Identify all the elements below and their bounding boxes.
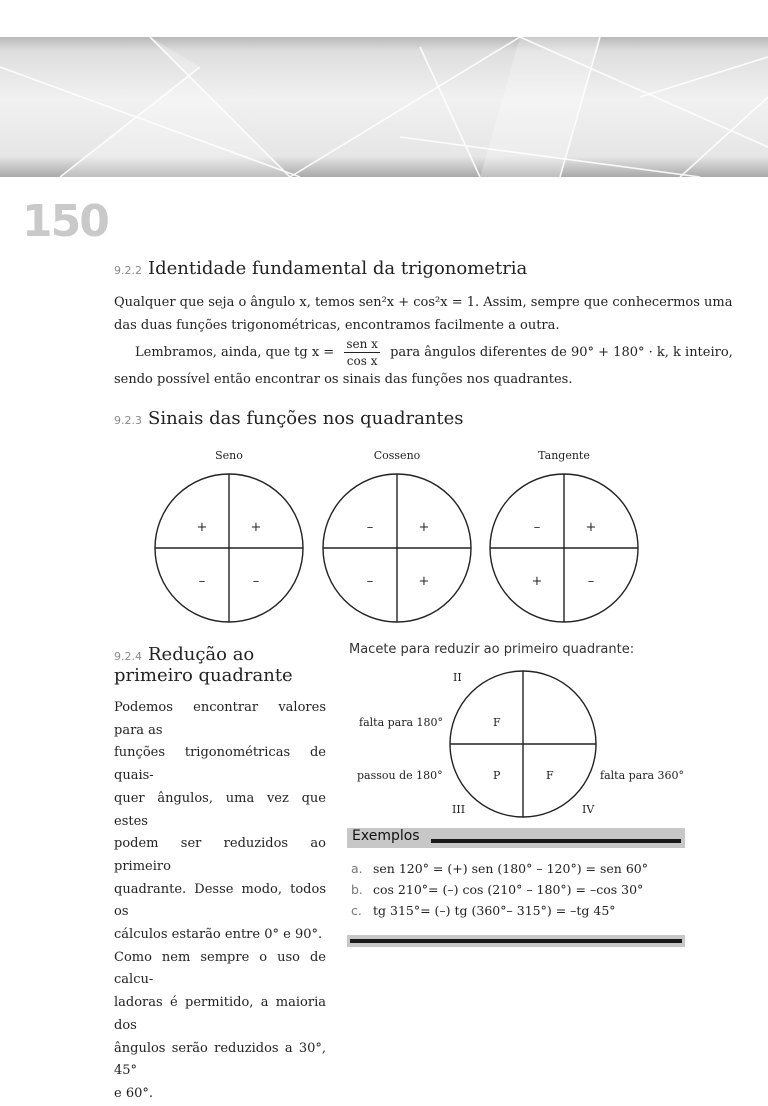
tangente-q4-sign: – xyxy=(588,574,595,589)
circle-label-tangente: Tangente xyxy=(538,449,590,462)
section-title-line1: Redução ao xyxy=(148,644,255,665)
example-letter: b. xyxy=(351,882,363,897)
example-item: c. tg 315°= (–) tg (360°– 315°) = –tg 45° xyxy=(351,903,616,918)
paragraph-line: das duas funções trigonométricas, encont… xyxy=(114,318,560,333)
tangente-q3-sign: + xyxy=(532,574,543,589)
paragraph-text: Lembramos, ainda, que tg x = xyxy=(135,345,335,360)
section-title: Identidade fundamental da trigonometria xyxy=(148,258,528,279)
fraction-numerator: sen x xyxy=(344,337,380,353)
quadrant-letter-P-q3: P xyxy=(493,769,501,782)
section-number: 9.2.4 xyxy=(114,650,142,663)
cosseno-q4-sign: + xyxy=(419,574,430,589)
seno-q3-sign: – xyxy=(199,574,206,589)
quadrant-label-IV: IV xyxy=(582,803,595,816)
quadrant-letter-F-q4: F xyxy=(546,769,554,782)
paragraph-line: Qualquer que seja o ângulo x, temos sen²… xyxy=(114,295,733,310)
exemplos-footer xyxy=(347,935,685,947)
example-item: b. cos 210°= (–) cos (210° – 180°) = –cos… xyxy=(351,882,643,897)
reduction-paragraph: Podemos encontrar valores para as funçõe… xyxy=(114,697,326,1106)
quadrant-sign-circles: + + – – + – – + + – + – xyxy=(154,473,639,623)
paragraph-line-with-fraction: Lembramos, ainda, que tg x = sen x cos x… xyxy=(135,336,733,369)
paragraph-line: cálculos estarão entre 0° e 90°. xyxy=(114,927,323,943)
section-heading-9-2-3: 9.2.3 Sinais das funções nos quadrantes xyxy=(114,408,464,429)
tg-fraction: sen x cos x xyxy=(344,336,380,369)
paragraph-line: Como nem sempre o uso de calcu- xyxy=(114,949,326,988)
example-text: tg 315°= (–) tg (360°– 315°) = –tg 45° xyxy=(373,903,616,918)
example-item: a. sen 120° = (+) sen (180° – 120°) = sen… xyxy=(351,861,648,876)
header-banner xyxy=(0,37,768,177)
section-heading-9-2-4: 9.2.4 Redução ao xyxy=(114,644,254,665)
quadrant-letter-F-q2: F xyxy=(493,716,501,729)
paragraph-line: ângulos serão reduzidos a 30°, 45° xyxy=(114,1040,326,1079)
example-letter: c. xyxy=(351,903,362,918)
label-falta-180: falta para 180° xyxy=(359,716,444,729)
label-passou-180: passou de 180° xyxy=(357,769,443,782)
banner-pattern xyxy=(0,37,768,177)
seno-q4-sign: – xyxy=(253,574,260,589)
circle-label-cosseno: Cosseno xyxy=(373,449,421,462)
paragraph-line: quadrante. Desse modo, todos os xyxy=(114,881,326,920)
paragraph-line: e 60°. xyxy=(114,1085,153,1101)
section-title-line2: primeiro quadrante xyxy=(114,665,293,686)
reduction-circle-diagram xyxy=(449,670,597,818)
quadrant-label-II: II xyxy=(453,671,462,684)
label-falta-360: falta para 360° xyxy=(600,769,685,782)
paragraph-line: sendo possível então encontrar os sinais… xyxy=(114,372,573,387)
fraction-denominator: cos x xyxy=(346,354,378,368)
cosseno-q1-sign: + xyxy=(419,520,430,535)
paragraph-line: podem ser reduzidos ao primeiro xyxy=(114,836,326,874)
exemplos-header: Exemplos xyxy=(347,828,685,848)
quadrant-label-III: III xyxy=(452,803,466,816)
seno-q1-sign: + xyxy=(251,520,262,535)
tangente-q1-sign: + xyxy=(586,520,597,535)
paragraph-line: funções trigonométricas de quais- xyxy=(114,745,326,784)
section-number: 9.2.3 xyxy=(114,414,142,427)
paragraph-line: quer ângulos, uma vez que estes xyxy=(114,790,326,829)
tangente-q2-sign: – xyxy=(534,520,541,535)
cosseno-q3-sign: – xyxy=(367,574,374,589)
exemplos-title: Exemplos xyxy=(352,828,420,844)
paragraph-line: ladoras é permitido, a maioria dos xyxy=(114,995,326,1033)
section-title: Sinais das funções nos quadrantes xyxy=(148,408,464,429)
example-letter: a. xyxy=(351,861,363,876)
paragraph-text: para ângulos diferentes de 90° + 180° · … xyxy=(390,345,733,360)
exemplos-footer-rule xyxy=(350,939,682,943)
section-number: 9.2.2 xyxy=(114,264,142,277)
section-heading-9-2-2: 9.2.2 Identidade fundamental da trigonome… xyxy=(114,258,527,279)
example-text: cos 210°= (–) cos (210° – 180°) = –cos 3… xyxy=(373,882,644,897)
example-text: sen 120° = (+) sen (180° – 120°) = sen 6… xyxy=(373,861,648,876)
paragraph-line: Podemos encontrar valores para as xyxy=(114,700,326,738)
exemplos-header-rule xyxy=(431,839,681,843)
circle-label-seno: Seno xyxy=(215,449,243,462)
seno-q2-sign: + xyxy=(197,520,208,535)
page-number: 150 xyxy=(22,196,110,247)
cosseno-q2-sign: – xyxy=(367,520,374,535)
macete-title: Macete para reduzir ao primeiro quadrant… xyxy=(349,642,635,657)
